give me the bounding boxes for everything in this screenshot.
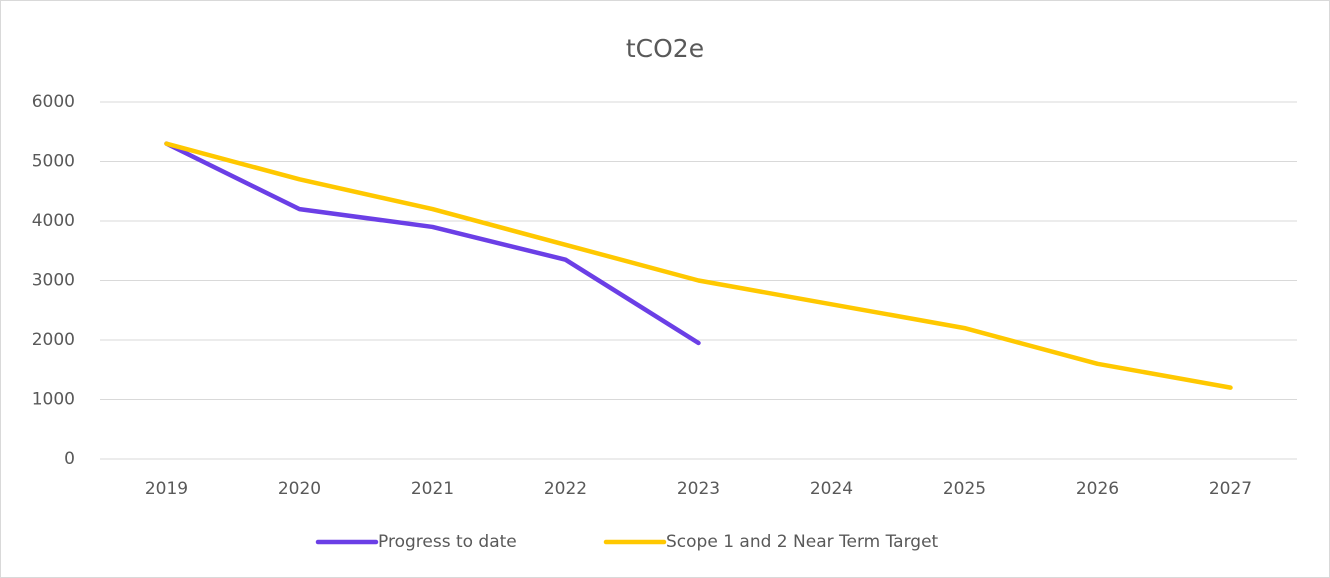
legend-label: Scope 1 and 2 Near Term Target: [666, 532, 939, 552]
y-tick-label: 5000: [32, 152, 75, 172]
x-tick-label: 2027: [1209, 479, 1252, 499]
y-tick-label: 3000: [32, 271, 75, 291]
y-tick-label: 0: [64, 449, 75, 469]
legend-label: Progress to date: [378, 532, 517, 552]
x-tick-label: 2019: [145, 479, 188, 499]
y-tick-label: 6000: [32, 92, 75, 112]
x-tick-label: 2022: [544, 479, 587, 499]
y-tick-label: 4000: [32, 211, 75, 231]
x-tick-label: 2020: [278, 479, 321, 499]
x-tick-label: 2026: [1076, 479, 1119, 499]
x-tick-label: 2023: [677, 479, 720, 499]
series-line: [164, 141, 1233, 390]
y-tick-label: 2000: [32, 330, 75, 350]
y-tick-label: 1000: [32, 390, 75, 410]
x-tick-label: 2021: [411, 479, 454, 499]
chart-title: tCO2e: [626, 34, 704, 63]
x-tick-label: 2025: [943, 479, 986, 499]
series-line: [164, 141, 701, 346]
x-tick-label: 2024: [810, 479, 853, 499]
